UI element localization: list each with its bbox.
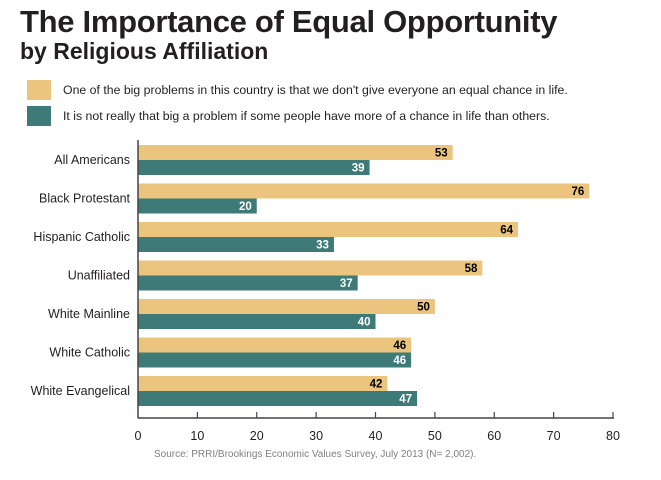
legend-swatch-gold bbox=[27, 80, 51, 100]
chart-subtitle: by Religious Affiliation bbox=[20, 38, 269, 64]
legend-swatch-teal bbox=[27, 106, 51, 126]
data-label: 76 bbox=[571, 186, 584, 198]
data-label: 42 bbox=[370, 379, 383, 391]
bar-not-big-problem bbox=[138, 198, 257, 214]
category-label: White Catholic bbox=[49, 346, 130, 360]
bar-big-problem bbox=[138, 376, 388, 391]
legend-item-not-big-problem: It is not really that big a problem if s… bbox=[27, 106, 550, 126]
data-label: 20 bbox=[239, 201, 252, 213]
x-tick-label: 20 bbox=[250, 429, 264, 443]
category-label: White Mainline bbox=[48, 307, 130, 321]
x-tick-label: 0 bbox=[135, 429, 142, 443]
data-label: 58 bbox=[465, 263, 478, 275]
bar-big-problem bbox=[138, 260, 483, 276]
legend-label: One of the big problems in this country … bbox=[63, 83, 568, 97]
x-tick-label: 40 bbox=[369, 429, 383, 443]
legend-item-big-problem: One of the big problems in this country … bbox=[27, 80, 568, 100]
x-tick-label: 50 bbox=[428, 429, 442, 443]
data-label: 39 bbox=[352, 163, 365, 175]
data-label: 37 bbox=[340, 278, 353, 290]
data-label: 46 bbox=[393, 340, 406, 352]
bar-big-problem bbox=[138, 183, 590, 199]
bar-not-big-problem bbox=[138, 275, 358, 291]
category-label: Unaffiliated bbox=[68, 269, 130, 283]
bar-not-big-problem bbox=[138, 160, 370, 175]
x-tick-label: 80 bbox=[606, 429, 620, 443]
chart-title: The Importance of Equal Opportunity bbox=[20, 4, 558, 39]
data-label: 50 bbox=[417, 302, 430, 314]
data-label: 53 bbox=[435, 148, 448, 160]
x-tick-label: 30 bbox=[309, 429, 323, 443]
x-tick-label: 60 bbox=[487, 429, 501, 443]
category-label: Hispanic Catholic bbox=[33, 230, 130, 244]
category-label: All Americans bbox=[54, 153, 130, 167]
bar-big-problem bbox=[138, 299, 435, 314]
data-label: 64 bbox=[500, 225, 513, 237]
x-tick-label: 70 bbox=[547, 429, 561, 443]
data-label: 33 bbox=[316, 240, 329, 252]
bar-not-big-problem bbox=[138, 237, 334, 252]
source-note: Source: PRRI/Brookings Economic Values S… bbox=[154, 449, 477, 460]
bar-not-big-problem bbox=[138, 352, 412, 368]
bar-big-problem bbox=[138, 337, 412, 353]
bar-not-big-problem bbox=[138, 314, 376, 329]
category-label: Black Protestant bbox=[39, 192, 131, 206]
x-tick-label: 10 bbox=[190, 429, 204, 443]
data-label: 47 bbox=[399, 394, 412, 406]
bar-big-problem bbox=[138, 145, 453, 160]
data-label: 46 bbox=[393, 355, 406, 367]
data-label: 40 bbox=[358, 317, 371, 329]
category-label: White Evangelical bbox=[31, 384, 130, 398]
bar-big-problem bbox=[138, 222, 518, 237]
bar-not-big-problem bbox=[138, 391, 418, 406]
legend-label: It is not really that big a problem if s… bbox=[63, 109, 550, 123]
